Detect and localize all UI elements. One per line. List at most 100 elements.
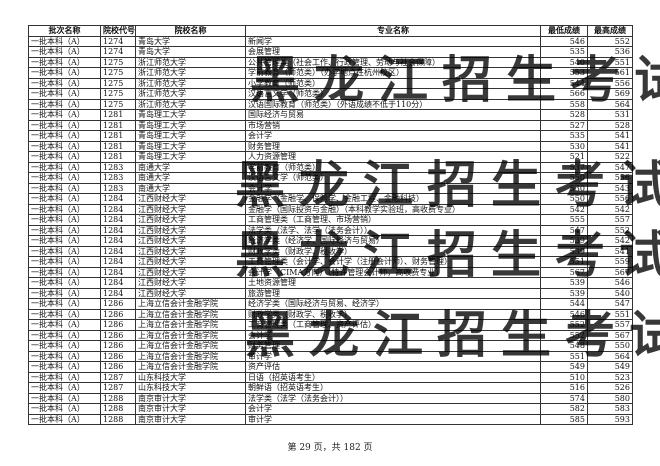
table-cell: 567 [587,266,633,278]
table-cell: 539 [540,277,588,289]
table-cell: 浙江师范大学 [135,88,246,100]
table-cell: 537 [540,161,588,173]
table-cell: 1281 [100,130,136,142]
table-row: 一批本科（A） 1286 上海立信会计金融学院 财政学类（财政学、税收学） 546 551 [28,308,633,320]
table-cell: 541 [587,140,633,152]
table-cell: 1286 [100,319,136,331]
table-cell: 一批本科（A） [28,182,101,194]
table-cell: 会计学 [245,329,541,341]
table-cell: 财务管理 [245,340,541,352]
table-cell: 566 [540,88,588,100]
table-cell: 一批本科（A） [28,214,101,226]
table-cell: 552 [587,35,633,47]
table-cell: 530 [540,182,588,194]
table-cell: 1281 [100,140,136,152]
table-cell: 一批本科（A） [28,109,101,121]
table-cell: 江西财经大学 [135,193,246,205]
table-row: 一批本科（A） 1286 上海立信会计金融学院 经济学类（国际经济与贸易、经济学） 54… [28,298,633,310]
table-cell: 南京审计大学 [135,413,246,425]
table-cell: 1284 [100,287,136,299]
table-cell: 一批本科（A） [28,119,101,131]
table-cell: 585 [540,413,588,425]
table-cell: 583 [587,403,633,415]
table-cell: 542 [587,203,633,215]
table-cell: 523 [587,371,633,383]
table-cell: 544 [540,298,588,310]
table-cell: 上海立信会计金融学院 [135,298,246,310]
header-cell: 专业名称 [245,25,541,37]
table-cell: 550 [587,340,633,352]
table-cell: 国际经济与贸易 [245,109,541,121]
table-body: 一批本科（A） 1274 青岛大学 新闻学 546 552 一批本科（A） 1274 青岛大学会… [28,35,633,425]
table-cell: 553 [540,67,588,79]
table-cell: 金融学（金融学、保险学、金融工程、金融科技） [245,193,541,205]
table-cell: 555 [540,214,588,226]
table-row: 一批本科（A） 1284 江西财经大学 旅游管理 539 540 [28,287,633,299]
table-cell: 江西财经大学 [135,235,246,247]
table-cell: 一批本科（A） [28,88,101,100]
table-row: 一批本科（A） 1284 江西财经大学 土地资源管理 539 546 [28,277,633,289]
table-cell: 一批本科（A） [28,77,101,89]
table-row: 一批本科（A） 1283 南通大学 学前教育（师范类） 537 547 [28,161,633,173]
header-cell: 院校代号 [100,25,136,37]
table-cell: 542 [587,235,633,247]
table-cell: 一批本科（A） [28,382,101,394]
table-cell: 567 [587,329,633,341]
table-cell: 一批本科（A） [28,56,101,68]
table-cell: 一批本科（A） [28,224,101,236]
table-cell: 上海立信会计金融学院 [135,308,246,320]
table-row: 一批本科（A） 1281 青岛理工大学 市场营销 527 528 [28,119,633,131]
table-cell: 一批本科（A） [28,361,101,373]
table-cell: 1274 [100,35,136,47]
table-cell: 会计学 [245,130,541,142]
table-cell: 1281 [100,151,136,163]
table-cell: 1288 [100,403,136,415]
table-cell: 527 [540,119,588,131]
table-cell: 一批本科（A） [28,245,101,257]
table-cell: 一批本科（A） [28,140,101,152]
table-cell: 一批本科（A） [28,298,101,310]
table-cell: 南通大学 [135,182,246,194]
table-cell: 550 [540,193,588,205]
table-cell: 530 [540,140,588,152]
table-cell: 1284 [100,203,136,215]
admission-table: 批次名称 院校代号 院校名称 专业名称 最低成绩 最高成绩 一批本科（A） 1274 青岛大学… [28,25,633,425]
table-row: 一批本科（A） 1288 南京审计大学 会计学 582 583 [28,403,633,415]
table-cell: 审计学 [245,350,541,362]
table-cell: 540 [587,287,633,299]
table-cell: 528 [540,109,588,121]
table-row: 一批本科（A） 1286 上海立信会计金融学院 资产评估 549 549 [28,361,633,373]
table-row: 一批本科（A） 1275 浙江师范大学 学前教育（师范类）（办学地点在杭州校区） 553… [28,67,633,79]
table-row: 一批本科（A） 1284 江西财经大学 财政学类（财政学、税收学） 539 541 [28,245,633,257]
table-cell: 551 [587,56,633,68]
table-cell: 541 [587,245,633,257]
table-cell: 564 [587,98,633,110]
table-cell: 一批本科（A） [28,266,101,278]
table-cell: 1287 [100,371,136,383]
table-cell: 543 [587,182,633,194]
table-cell: 江西财经大学 [135,287,246,299]
table-row: 一批本科（A） 1284 江西财经大学 经济学类（经济学、国际经济与贸易） 539 542 [28,235,633,247]
table-cell: 日语（招英语考生） [245,371,541,383]
table-row: 一批本科（A） 1287 山东科技大学 朝鲜语（招英语考生） 516 526 [28,382,633,394]
table-row: 一批本科（A） 1274 青岛大学 会展管理 535 536 [28,46,633,58]
table-cell: 557 [587,319,633,331]
table-cell: 汉语国际教育（师范类）（外语成绩不低于110分） [245,98,541,110]
table-cell: 544 [540,77,588,89]
table-cell: 一批本科（A） [28,287,101,299]
table-cell: 财务管理 [245,140,541,152]
table-cell: 会展管理 [245,46,541,58]
table-cell: 552 [540,319,588,331]
table-row: 一批本科（A） 1275 浙江师范大学 汉语国际教育（师范类）（外语成绩不低于110分… [28,98,633,110]
table-cell: 浙江师范大学 [135,56,246,68]
table-cell: 工商管理类（工商管理、市场营销） [245,214,541,226]
table-cell: 522 [587,151,633,163]
table-row: 一批本科（A） 1288 南京审计大学 法学类（法学（法务会计）） 574 580 [28,392,633,404]
table-cell: 580 [587,392,633,404]
table-row: 一批本科（A） 1286 上海立信会计金融学院 会计学 552 567 [28,329,633,341]
header-row: 批次名称 院校代号 院校名称 专业名称 最低成绩 最高成绩 [28,25,633,37]
table-cell: 一批本科（A） [28,392,101,404]
table-cell: 1284 [100,245,136,257]
table-row: 一批本科（A） 1287 山东科技大学 日语（招英语考生） 510 523 [28,371,633,383]
table-cell: 一批本科（A） [28,35,101,47]
